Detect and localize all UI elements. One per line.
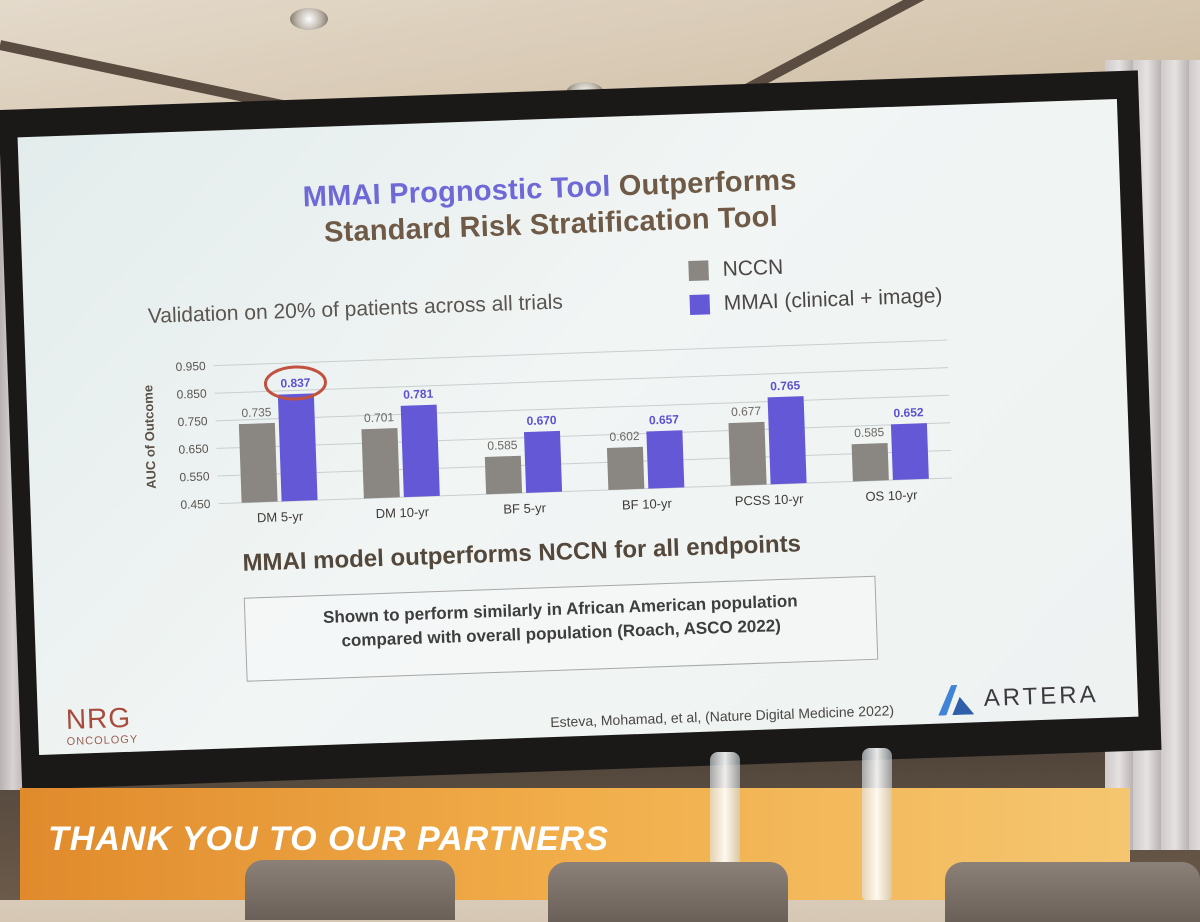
bar-mmai <box>890 423 929 481</box>
legend-label-nccn: NCCN <box>722 255 784 281</box>
water-bottle <box>710 752 740 870</box>
nrg-logo-sub: ONCOLOGY <box>66 733 139 749</box>
x-category-label: PCSS 10-yr <box>735 491 805 508</box>
x-category-label: BF 5-yr <box>503 500 547 517</box>
data-label-mmai: 0.670 <box>526 413 557 428</box>
y-tick-label: 0.950 <box>175 359 206 374</box>
data-label-nccn: 0.602 <box>609 429 640 444</box>
title-rest: Outperforms <box>609 164 798 203</box>
data-label-mmai: 0.765 <box>770 378 801 393</box>
artera-logo: ARTERA <box>937 680 1099 716</box>
x-category-label: BF 10-yr <box>622 496 673 513</box>
x-category-label: DM 10-yr <box>375 504 430 521</box>
data-label-nccn: 0.735 <box>241 405 272 420</box>
gridline <box>214 367 949 394</box>
data-label-mmai: 0.652 <box>893 405 924 420</box>
legend-swatch-mmai <box>689 294 711 316</box>
bar-mmai <box>400 404 440 498</box>
chart-legend: NCCN MMAI (clinical + image) <box>688 245 943 322</box>
data-label-nccn: 0.701 <box>364 410 395 425</box>
nrg-oncology-logo: NRG ONCOLOGY <box>65 702 138 748</box>
chair <box>245 860 455 920</box>
data-label-mmai: 0.657 <box>649 412 680 427</box>
gridline <box>213 339 948 367</box>
legend-label-mmai: MMAI (clinical + image) <box>723 284 943 315</box>
title-highlight: MMAI Prognostic Tool <box>302 170 612 214</box>
gridline <box>218 477 953 505</box>
bar-mmai <box>767 396 807 485</box>
bar-nccn <box>606 446 645 490</box>
gridline <box>217 449 952 477</box>
bar-mmai <box>523 430 563 493</box>
y-tick-label: 0.650 <box>178 442 209 457</box>
bar-mmai <box>646 430 685 489</box>
data-label-nccn: 0.585 <box>487 438 518 453</box>
y-tick-label: 0.450 <box>180 497 211 512</box>
water-bottle <box>862 748 892 900</box>
artera-mark-icon <box>938 684 975 716</box>
artera-wordmark: ARTERA <box>983 681 1100 712</box>
nrg-logo-main: NRG <box>65 701 132 736</box>
x-category-label: DM 5-yr <box>257 509 304 526</box>
data-label-mmai: 0.781 <box>403 387 434 402</box>
ceiling-light <box>290 8 328 30</box>
gridline <box>215 394 950 422</box>
legend-swatch-nccn <box>688 260 709 282</box>
bar-nccn <box>851 442 889 482</box>
chair <box>548 862 788 922</box>
y-tick-label: 0.750 <box>177 414 208 429</box>
data-label-nccn: 0.585 <box>854 425 885 440</box>
bar-nccn <box>484 455 523 495</box>
bar-nccn <box>728 421 767 486</box>
chair <box>945 862 1200 922</box>
bar-mmai <box>277 393 318 502</box>
auc-bar-chart: AUC of Outcome 0.950 0.850 0.750 0.650 0.550 0… <box>140 339 953 526</box>
y-tick-label: 0.850 <box>176 387 207 402</box>
banner-text: THANK YOU TO OUR PARTNERS <box>48 820 609 858</box>
main-claim: MMAI model outperforms NCCN for all endp… <box>242 530 802 577</box>
bar-nccn <box>238 422 278 503</box>
highlight-circle <box>263 365 327 401</box>
bar-nccn <box>361 428 400 499</box>
note-box: Shown to perform similarly in African Am… <box>243 575 879 682</box>
citation: Esteva, Mohamad, et al, (Nature Digital … <box>550 702 895 731</box>
data-label-mmai: 0.837 <box>280 375 311 390</box>
y-tick-label: 0.550 <box>179 469 210 484</box>
slide-subtitle: Validation on 20% of patients across all… <box>147 290 564 328</box>
x-category-label: OS 10-yr <box>865 487 918 504</box>
presentation-slide: MMAI Prognostic Tool Outperforms Standar… <box>17 98 1139 756</box>
gridline <box>216 422 951 449</box>
data-label-nccn: 0.677 <box>731 404 762 419</box>
y-axis-title: AUC of Outcome <box>140 385 159 489</box>
